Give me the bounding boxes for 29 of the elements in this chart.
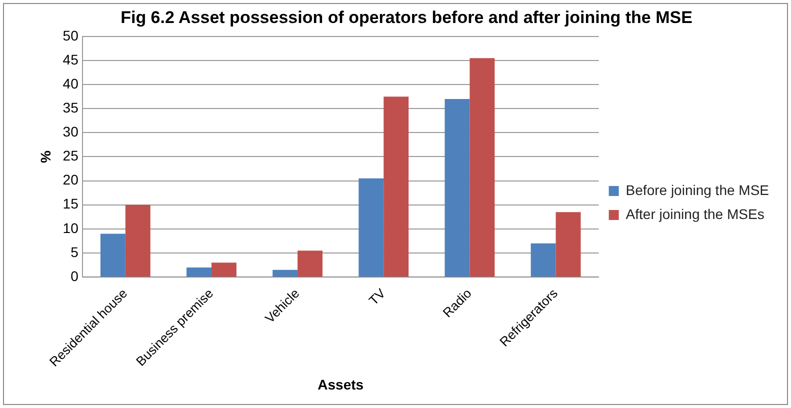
y-tick-label: 10 xyxy=(62,220,79,236)
legend-label: After joining the MSEs xyxy=(626,206,764,222)
legend-label: Before joining the MSE xyxy=(626,182,770,198)
y-tick-label: 25 xyxy=(62,148,79,164)
x-axis-title: Assets xyxy=(318,376,364,392)
chart-title: Fig 6.2 Asset possession of operators before and after joining the MSE xyxy=(120,8,692,27)
bar xyxy=(470,58,495,277)
bar xyxy=(125,204,150,277)
y-tick-label: 5 xyxy=(70,244,79,260)
bar xyxy=(530,243,556,277)
bar xyxy=(298,250,323,277)
x-tick-label: TV xyxy=(366,285,388,308)
bar xyxy=(556,212,581,277)
bar xyxy=(100,234,126,277)
y-tick-label: 20 xyxy=(62,172,79,188)
bar xyxy=(186,267,212,277)
y-tick-label: 30 xyxy=(62,124,79,140)
bar xyxy=(358,178,384,277)
y-tick-label: 40 xyxy=(62,75,79,92)
y-tick-label: 0 xyxy=(70,268,79,284)
bar xyxy=(384,96,409,277)
bar xyxy=(272,270,298,277)
y-tick-label: 35 xyxy=(62,99,79,116)
bar xyxy=(444,98,470,277)
y-axis-title: % xyxy=(37,150,54,163)
y-tick-label: 15 xyxy=(62,196,79,212)
bar xyxy=(211,262,236,277)
y-tick-label: 45 xyxy=(62,51,79,68)
y-tick-label: 50 xyxy=(62,27,79,44)
